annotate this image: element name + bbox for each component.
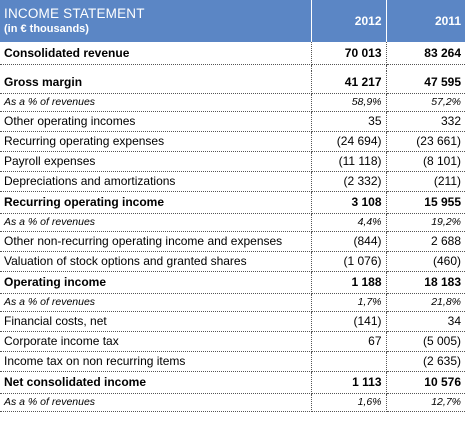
row-label: Other operating incomes [0,111,312,132]
value-2012: 58,9% [311,93,387,112]
value-2011: 15 955 [386,191,465,214]
row-label: Recurring operating expenses [0,131,312,152]
column-header-2011: 2011 [386,0,465,42]
income-statement-table: INCOME STATEMENT (in € thousands) 2012 2… [0,0,465,412]
row-label: Payroll expenses [0,151,312,172]
row-label: Financial costs, net [0,311,312,332]
table-row: Recurring operating expenses (24 694) (23 … [0,131,465,152]
header-label-cell: INCOME STATEMENT (in € thousands) [0,0,312,42]
row-label: As a % of revenues [0,93,312,112]
row-label: Depreciations and amortizations [0,171,312,192]
value-2011: 10 576 [386,371,465,394]
row-label: Net consolidated income [0,371,312,394]
value-2012: 41 217 [311,71,387,94]
value-2011: (23 661) [386,131,465,152]
table-row: Corporate income tax 67 (5 005) [0,331,465,352]
value-2012 [311,351,387,372]
table-row: Consolidated revenue 70 013 83 264 [0,42,465,65]
value-2012: 67 [311,331,387,352]
value-2012: 4,4% [311,213,387,232]
table-row: As a % of revenues 1,7% 21,8% [0,293,465,312]
statement-body: Consolidated revenue 70 013 83 264 Gross ma… [0,42,465,412]
value-2012: (24 694) [311,131,387,152]
row-label: Valuation of stock options and granted s… [0,251,312,272]
value-2011: 332 [386,111,465,132]
row-label: Recurring operating income [0,191,312,214]
value-2011: 57,2% [386,93,465,112]
value-2011: (8 101) [386,151,465,172]
table-row: Payroll expenses (11 118) (8 101) [0,151,465,172]
spacer-cell [311,64,387,71]
table-row: Income tax on non recurring items (2 635) [0,351,465,372]
value-2011: (211) [386,171,465,192]
statement-title: INCOME STATEMENT [4,5,145,21]
value-2012: (11 118) [311,151,387,172]
row-label: As a % of revenues [0,213,312,232]
header-row: INCOME STATEMENT (in € thousands) 2012 2… [0,0,465,42]
value-2011: 2 688 [386,231,465,252]
value-2012: 1 113 [311,371,387,394]
row-label: Consolidated revenue [0,42,312,65]
spacer-cell [0,64,312,71]
table-row: Other operating incomes 35 332 [0,111,465,132]
row-label: Other non-recurring operating income and… [0,231,312,252]
value-2011: 18 183 [386,271,465,294]
value-2012: 1,7% [311,293,387,312]
table-row: Net consolidated income 1 113 10 576 [0,371,465,394]
value-2011: 47 595 [386,71,465,94]
spacer-cell [386,64,465,71]
row-spacer [0,64,465,71]
value-2011: 12,7% [386,393,465,412]
table-row: Operating income 1 188 18 183 [0,271,465,294]
value-2012: 3 108 [311,191,387,214]
row-label: Operating income [0,271,312,294]
value-2011: (460) [386,251,465,272]
value-2011: 19,2% [386,213,465,232]
row-label: Income tax on non recurring items [0,351,312,372]
row-label: As a % of revenues [0,293,312,312]
table-row: Gross margin 41 217 47 595 [0,71,465,94]
value-2012: 1 188 [311,271,387,294]
row-label: Corporate income tax [0,331,312,352]
table-row: As a % of revenues 1,6% 12,7% [0,393,465,412]
table-row: Depreciations and amortizations (2 332) (2… [0,171,465,192]
value-2011: (5 005) [386,331,465,352]
value-2011: 34 [386,311,465,332]
table-row: Valuation of stock options and granted s… [0,251,465,272]
value-2012: 1,6% [311,393,387,412]
table-row: As a % of revenues 4,4% 19,2% [0,213,465,232]
value-2011: (2 635) [386,351,465,372]
table-row: Other non-recurring operating income and… [0,231,465,252]
value-2012: (141) [311,311,387,332]
value-2012: 70 013 [311,42,387,65]
value-2012: (844) [311,231,387,252]
value-2011: 83 264 [386,42,465,65]
row-label: As a % of revenues [0,393,312,412]
table-row: As a % of revenues 58,9% 57,2% [0,93,465,112]
statement-unit: (in € thousands) [4,22,89,35]
column-header-2012: 2012 [311,0,387,42]
value-2011: 21,8% [386,293,465,312]
table-row: Recurring operating income 3 108 15 955 [0,191,465,214]
value-2012: (2 332) [311,171,387,192]
value-2012: 35 [311,111,387,132]
row-label: Gross margin [0,71,312,94]
value-2012: (1 076) [311,251,387,272]
table-row: Financial costs, net (141) 34 [0,311,465,332]
